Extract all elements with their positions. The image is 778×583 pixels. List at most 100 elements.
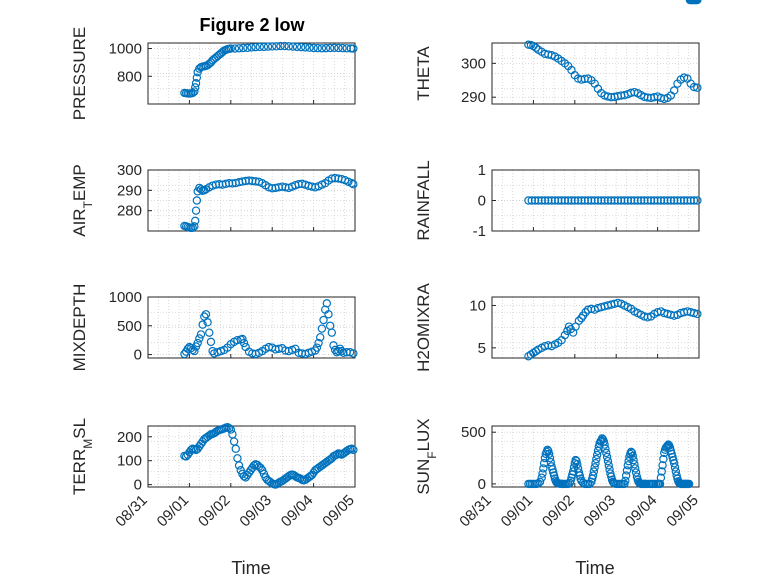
sun_flux-point (573, 460, 582, 469)
mixdepth-point (206, 337, 216, 347)
rainfall-ylabel: RAINFALL (414, 160, 433, 240)
pressure-point (305, 43, 314, 52)
pressure-point (276, 41, 285, 51)
terr_msl-xtick-label: 09/03 (236, 492, 275, 531)
pressure-point (190, 87, 199, 96)
pressure-point (301, 43, 310, 52)
mixdepth-point (334, 346, 343, 356)
sun_flux-point (621, 476, 630, 485)
air_temp-axes-frame (147, 169, 356, 232)
mixdepth-axes-frame (147, 296, 356, 359)
sun_flux-point (538, 469, 547, 478)
mixdepth-point (196, 330, 206, 339)
mixdepth-point (193, 338, 202, 348)
pressure-point (317, 44, 327, 53)
sun_flux-point (658, 461, 667, 470)
air_temp-ylabel: AIRTEMP (70, 164, 95, 237)
h2omixra-axes-frame (491, 296, 700, 359)
pressure-point (251, 42, 260, 52)
theta-point (660, 94, 669, 104)
rainfall-point (689, 196, 699, 205)
sun_flux-point (626, 447, 636, 457)
sun_flux-point (591, 459, 600, 468)
terr_msl-xtick-label: 08/31 (112, 492, 151, 531)
sun_flux-point (604, 461, 613, 470)
terr_msl-point (226, 425, 235, 434)
pressure-point (338, 43, 347, 53)
air_temp-point (196, 185, 206, 194)
terr_msl-ytick-label: 100 (117, 453, 142, 470)
pressure-point (268, 42, 277, 51)
mixdepth-point (337, 346, 346, 356)
terr_msl-ylabel: TERRMSL (70, 418, 95, 495)
terr_msl-point (349, 445, 358, 455)
pressure-point (284, 42, 293, 51)
pressure-point (334, 43, 343, 53)
pressure-point (259, 42, 269, 52)
mixdepth-point (238, 334, 247, 344)
h2omixra-ytick-label: 10 (469, 297, 486, 314)
mixdepth-ytick-label: 500 (117, 318, 142, 335)
terr_msl-point (224, 423, 234, 433)
panel-rainfall: -1 0 1 RAINFALL (414, 160, 702, 241)
panel-air_temp: 280 290 300 AIRTEMP (70, 162, 358, 237)
panel-terr_msl: 0 100 200 08/31 09/01 09/02 09/03 09/04 09/05 TER… (70, 418, 358, 530)
air_temp-point (192, 196, 202, 205)
theta-point (693, 83, 702, 92)
mixdepth-point (201, 310, 211, 319)
mixdepth-point (190, 346, 199, 356)
air_temp-point (191, 206, 201, 215)
theta-ylabel: THETA (414, 46, 433, 101)
figure-title: Figure 2 low (199, 15, 305, 35)
sun_flux-point (592, 454, 601, 464)
theta-ytick-label: 290 (461, 89, 486, 106)
sun_flux-point (621, 471, 631, 480)
sun_flux-xtick-label: 09/05 (663, 492, 702, 531)
sun_flux-point (693, 0, 702, 5)
theta-point (679, 73, 689, 82)
mixdepth-point (195, 334, 204, 343)
mixdepth-ytick-label: 1000 (109, 289, 142, 306)
pressure-point (192, 73, 202, 82)
theta-axes-frame (491, 42, 700, 105)
sun_flux-point (589, 467, 599, 476)
sun_flux-axes-frame (491, 425, 700, 488)
h2omixra-point (574, 316, 584, 325)
pressure-point (346, 44, 356, 53)
terr_msl-xtick-label: 09/05 (319, 492, 358, 531)
mixdepth-point (324, 310, 333, 319)
terr_msl-point (234, 461, 244, 470)
sun_flux-point (588, 471, 598, 480)
air_temp-point (349, 180, 358, 189)
x-axis-label-right: Time (575, 558, 614, 578)
mixdepth-point (205, 328, 214, 337)
sun_flux-point (544, 449, 554, 459)
panel-pressure: 800 1000 PRESSURE (70, 27, 358, 120)
sun_flux-point (592, 450, 602, 460)
sun_flux-point (543, 445, 552, 454)
pressure-point (255, 42, 264, 52)
rainfall-ytick-label: 1 (478, 162, 486, 179)
air_temp-point (347, 179, 356, 188)
terr_msl-xtick-label: 09/04 (278, 492, 317, 531)
h2omixra-point (560, 330, 570, 340)
pressure-point (226, 44, 235, 53)
sun_flux-ytick-label: 0 (478, 476, 486, 493)
sun_flux-point (603, 456, 613, 466)
sun_flux-xtick-label: 09/02 (539, 492, 578, 531)
h2omixra-ylabel: H2OMIXRA (414, 282, 433, 371)
sun_flux-point (659, 454, 668, 464)
sun_flux-xtick-label: 09/03 (580, 492, 619, 531)
h2omixra-point (693, 309, 702, 319)
air_temp-ytick-label: 290 (117, 182, 142, 199)
sun_flux-point (631, 464, 640, 473)
sun_flux-point (629, 455, 638, 465)
air_temp-ytick-label: 300 (117, 162, 142, 179)
pressure-point (247, 43, 256, 52)
panel-sun_flux: 0 500 08/31 09/01 09/02 09/03 09/04 09/05 SUNFLU… (414, 0, 702, 530)
sun_flux-point (535, 477, 545, 487)
panel-mixdepth: 0 500 1000 MIXDEPTH (70, 284, 358, 371)
sun_flux-point (545, 453, 555, 463)
sun_flux-point (602, 452, 612, 462)
